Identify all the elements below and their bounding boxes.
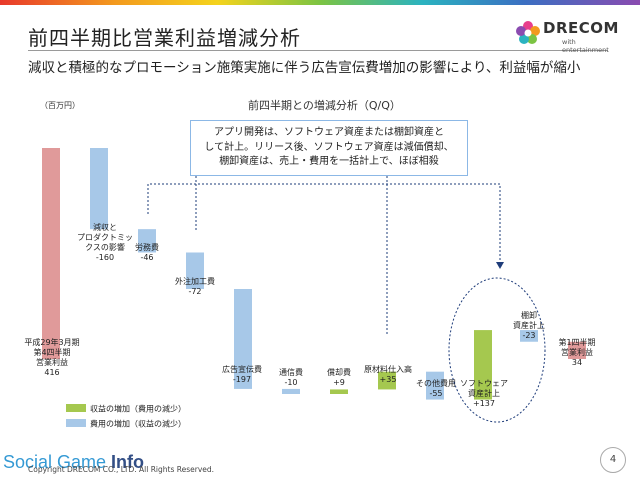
bar-5 — [234, 289, 252, 389]
connector-arrow-icon — [496, 262, 504, 269]
legend-label-decrease: 費用の増加（収益の減少） — [90, 419, 186, 429]
bar-11 — [520, 330, 538, 342]
bar-6 — [282, 388, 300, 394]
connector-line-top — [147, 183, 501, 262]
slide-subtitle: 減収と積極的なプロモーション施策実施に伴う広告宣伝費増加の影響により、利益幅が縮… — [28, 60, 581, 76]
bar-label-7: 償却費+9 — [327, 367, 351, 387]
bar-1 — [42, 148, 60, 359]
bar-label-5: 広告宣伝費-197 — [222, 364, 262, 384]
bar-label-9: その他費用-55 — [416, 378, 456, 398]
bar-label-12: 第1四半期営業利益 34 — [558, 337, 595, 367]
bar-label-2: 減収とプロダクトミックスの影響-160 — [77, 222, 133, 262]
bar-9 — [426, 371, 444, 400]
rainbow-bar — [0, 0, 640, 5]
bar-label-10: ソフトウェア資産計上+137 — [460, 379, 508, 408]
bar-label-8: 原材料仕入高+35 — [364, 364, 412, 384]
bar-label-4: 外注加工費-72 — [175, 276, 215, 296]
bar-label-11: 棚卸資産計上-23 — [513, 310, 545, 340]
callout-note: アプリ開発は、ソフトウェア資産または棚卸資産と して計上。リリース後、ソフトウェ… — [190, 120, 468, 176]
bar-label-3: 労務費-46 — [135, 242, 159, 262]
slide-title: 前四半期比営業利益増減分析 — [28, 26, 301, 50]
legend-swatch-decrease — [66, 419, 86, 427]
bar-label-6: 通信費-10 — [279, 367, 303, 387]
bar-8 — [378, 371, 396, 390]
chart-unit: （百万円） — [40, 101, 80, 110]
bar-4 — [186, 252, 204, 290]
bar-12 — [568, 341, 586, 359]
logo-wordmark: DRECOM — [543, 19, 619, 37]
bar-3 — [138, 229, 156, 253]
bar-7 — [330, 389, 348, 394]
watermark-brand: Info — [111, 452, 145, 472]
copyright-text: Copyright DRECOM CO., LTD. All Rights Re… — [28, 465, 215, 474]
logo-tagline: with entertainment — [562, 38, 609, 54]
title-divider — [28, 50, 608, 51]
flower-logo-icon — [516, 21, 540, 44]
watermark-text: Social Game — [3, 452, 112, 472]
highlight-ellipse — [448, 277, 546, 423]
drecom-logo: DRECOM with entertainment — [516, 19, 620, 54]
watermark: Social Game Info — [3, 452, 144, 473]
bar-2 — [90, 148, 108, 230]
chart-title: 前四半期との増減分析（Q/Q） — [248, 99, 401, 112]
legend-swatch-increase — [66, 404, 86, 412]
legend-label-increase: 収益の増加（費用の減少） — [90, 404, 186, 414]
bar-10 — [474, 330, 492, 400]
page-number: 4 — [600, 447, 626, 473]
bar-label-1: 平成29年3月期第4四半期営業利益 416 — [24, 337, 79, 377]
